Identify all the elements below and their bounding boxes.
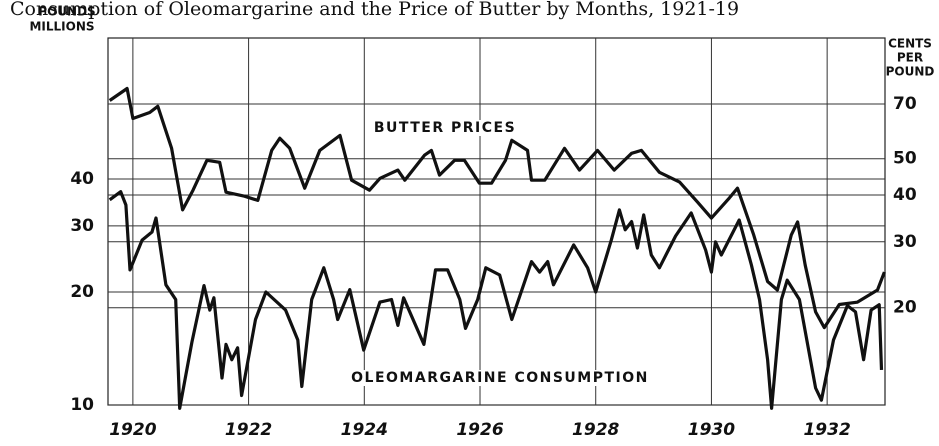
x-tick-label: 1932 (803, 420, 850, 440)
x-tick-label: 1920 (109, 420, 156, 440)
x-tick-label: 1930 (688, 420, 735, 440)
data-line (108, 86, 886, 330)
y-tick-label: 40 (70, 169, 94, 189)
y2-tick-label: 20 (893, 298, 917, 318)
y2-axis-label: PER (897, 51, 923, 65)
y2-tick-label: 30 (893, 232, 917, 252)
series-label-bg (369, 120, 521, 136)
series-label: BUTTER PRICES (374, 120, 516, 136)
data-line (108, 190, 884, 410)
chart-title: Consumption of Oleomargarine and the Pri… (10, 0, 739, 20)
y-axis-label: POUNDS (38, 5, 95, 19)
y2-tick-label: 50 (893, 149, 917, 169)
y-tick-label: 20 (70, 282, 94, 302)
x-tick-label: 1922 (225, 420, 272, 440)
y2-tick-label: 40 (893, 185, 917, 205)
y-tick-label: 30 (70, 216, 94, 236)
x-tick-label: 1926 (456, 420, 503, 440)
y2-axis-label: POUND (886, 65, 935, 79)
y2-tick-label: 70 (893, 94, 917, 114)
y2-axis-label: CENTS (888, 37, 932, 51)
y-axis-label: MILLIONS (29, 20, 94, 34)
series-label-bg (347, 370, 653, 386)
y-tick-label: 10 (70, 395, 94, 415)
x-tick-label: 1928 (572, 420, 619, 440)
series-label: OLEOMARGARINE CONSUMPTION (351, 370, 649, 386)
x-tick-label: 1924 (341, 420, 388, 440)
